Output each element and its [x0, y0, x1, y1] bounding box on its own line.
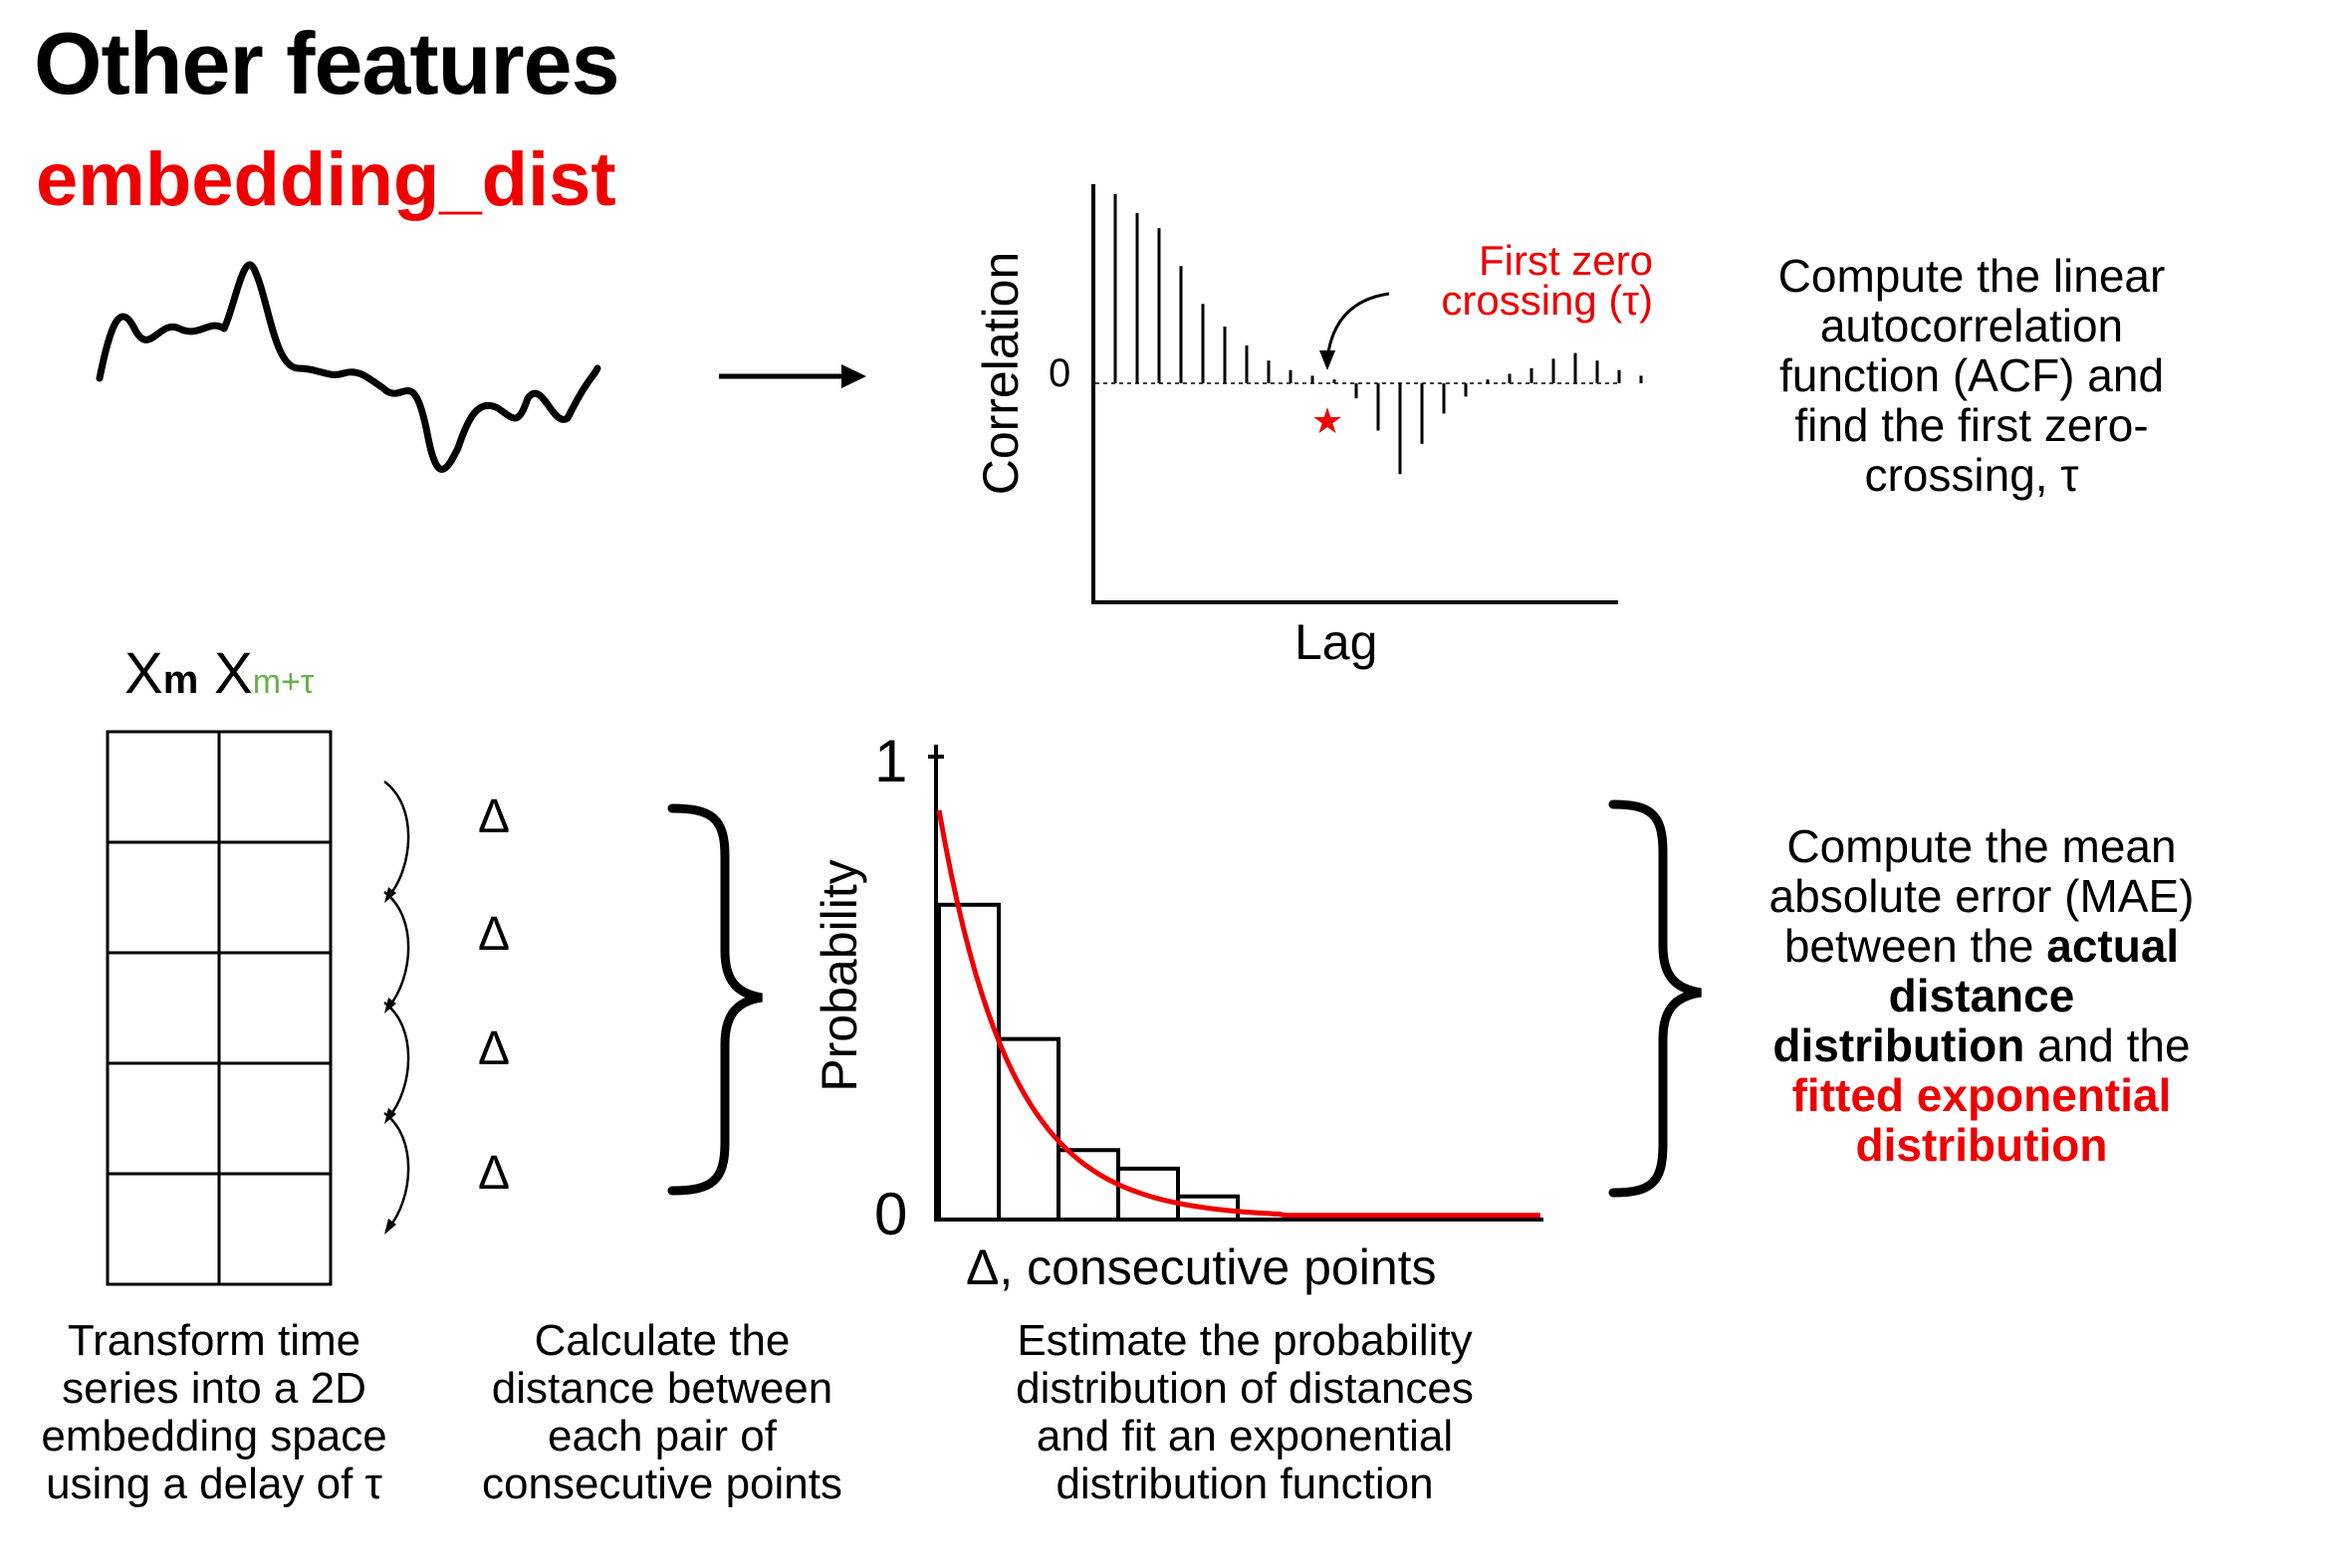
histogram-bar — [1057, 1148, 1120, 1222]
exponential-fit-curve — [936, 809, 1540, 1219]
hist-x-label: Δ, consecutive points — [966, 1239, 1437, 1295]
page-title: Other features — [34, 14, 620, 112]
acf-y-label: Correlation — [973, 251, 1029, 496]
delta-arrowhead — [384, 887, 396, 903]
caption-line: distribution function — [1056, 1459, 1434, 1508]
delta-label: Δ — [478, 908, 511, 961]
acf-desc-line: autocorrelation — [1819, 300, 2124, 351]
delta-label: Δ — [478, 790, 511, 843]
hist-zero-tick: 0 — [874, 1181, 908, 1247]
acf-desc-line: crossing, τ — [1864, 449, 2079, 501]
caption-line: Transform time — [67, 1316, 361, 1365]
acf-description: Compute the linear autocorrelation funct… — [1693, 251, 2250, 500]
delta-label: Δ — [478, 1147, 511, 1200]
caption-line: and fit an exponential — [1036, 1412, 1454, 1460]
caption-line: embedding space — [41, 1412, 387, 1460]
caption-embedding: Transform time series into a 2D embeddin… — [10, 1317, 418, 1508]
right-brace — [1608, 799, 1702, 1198]
mae-text: and the — [2024, 1019, 2191, 1071]
mae-bold-line: distance — [1888, 970, 2075, 1021]
embedding-table — [106, 730, 333, 1286]
zero-crossing-star: ★ — [1311, 401, 1343, 442]
col2-main: X — [214, 641, 253, 706]
left-brace — [667, 803, 763, 1196]
mae-line: absolute error (MAE) — [1768, 870, 2195, 922]
mae-bold: distribution — [1772, 1019, 2025, 1071]
mae-line: distribution and the — [1683, 1020, 2280, 1070]
hist-one-tick: 1 — [874, 728, 908, 794]
mae-line: Compute the mean — [1786, 820, 2177, 872]
column-header-xm: Xm — [124, 645, 198, 703]
flow-arrow-head — [841, 364, 866, 388]
mae-description: Compute the mean absolute error (MAE) be… — [1683, 821, 2280, 1170]
delta-curve-arrow — [383, 1111, 410, 1230]
caption-line: each pair of — [548, 1412, 777, 1460]
acf-desc-line: find the first zero- — [1794, 399, 2149, 451]
col1-sub: m — [162, 658, 199, 702]
delta-curve-arrow — [383, 890, 410, 1008]
mae-text: between the — [1783, 920, 2047, 972]
annotation-arrowhead — [1319, 350, 1335, 370]
caption-line: series into a 2D — [62, 1364, 366, 1413]
histogram-bar — [1176, 1194, 1240, 1222]
acf-x-label: Lag — [1294, 614, 1378, 670]
caption-line: Calculate the — [534, 1316, 791, 1365]
caption-line: Estimate the probability — [1017, 1316, 1473, 1365]
caption-line: distance between — [491, 1364, 833, 1413]
col1-main: X — [124, 641, 163, 706]
column-header-xm-tau: Xm+τ — [214, 645, 314, 703]
acf-bars — [1113, 194, 1643, 475]
mae-red-line: fitted exponential — [1791, 1069, 2172, 1121]
zero-crossing-annotation: First zero crossing (τ) — [1324, 237, 1653, 324]
annotation-line-1: First zero — [1478, 237, 1653, 284]
histogram-bar — [1116, 1166, 1180, 1222]
annotation-line-2: crossing (τ) — [1441, 277, 1653, 324]
delta-curve-arrow — [383, 1001, 410, 1119]
acf-desc-line: Compute the linear — [1777, 250, 2166, 302]
delta-arrowhead — [384, 998, 396, 1013]
delta-arrowhead — [384, 1108, 396, 1124]
histogram-bars — [937, 902, 1240, 1223]
col2-sub: m+τ — [252, 663, 315, 701]
acf-desc-line: function (ACF) and — [1778, 349, 2165, 401]
caption-histogram: Estimate the probability distribution of… — [936, 1317, 1553, 1508]
mae-bold: actual — [2046, 920, 2180, 972]
delta-arrowhead — [384, 1219, 396, 1234]
delta-arrows — [383, 780, 410, 1234]
delta-curve-arrow — [383, 780, 410, 898]
caption-line: consecutive points — [482, 1459, 842, 1508]
caption-line: distribution of distances — [1016, 1364, 1474, 1413]
mae-red-line: distribution — [1855, 1119, 2108, 1171]
histogram-bar — [997, 1036, 1060, 1223]
annotation-arrow — [1325, 292, 1390, 359]
delta-label: Δ — [478, 1022, 511, 1075]
caption-line: using a delay of τ — [46, 1459, 382, 1508]
mae-line: between the actual — [1683, 921, 2280, 971]
hist-y-label: Probability — [812, 859, 867, 1092]
feature-name: embedding_dist — [36, 137, 616, 222]
acf-zero-tick: 0 — [1049, 351, 1071, 395]
caption-distance: Calculate the distance between each pair… — [438, 1317, 886, 1508]
time-series-line — [96, 261, 601, 473]
